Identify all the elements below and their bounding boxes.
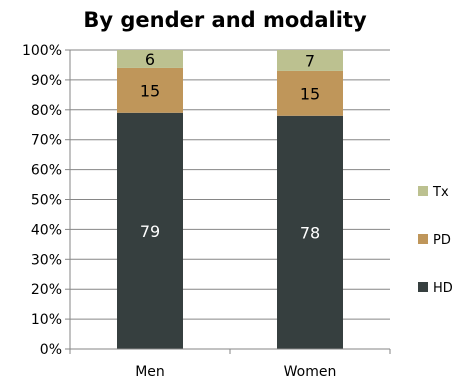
y-tick-label: 20% [31,282,62,298]
legend-label: Tx [432,185,449,200]
bar-segment-pd [277,70,343,116]
y-axis: 0% 10% 20% 30% 40% 50% 60% 70% 80% 90% 100% [22,43,71,358]
data-label: 15 [300,84,320,103]
legend-label: PD [433,233,451,248]
data-label: 79 [140,222,160,241]
y-tick-label: 50% [31,193,62,209]
chart-title: By gender and modality [83,8,367,32]
bars: 79 15 6 78 15 7 [117,50,343,349]
bar-segment-pd [117,67,183,113]
legend-swatch-hd [418,282,428,292]
data-label: 6 [145,50,155,69]
x-axis: Men Women [69,348,391,380]
legend: Tx PD HD [418,185,453,296]
bar-segment-hd [277,115,343,349]
y-tick-label: 90% [31,73,62,89]
y-tick-label: 30% [31,252,62,268]
legend-label: HD [433,281,453,296]
y-tick-label: 100% [22,43,62,59]
legend-swatch-tx [418,186,428,196]
x-tick-label: Men [135,364,165,380]
bar-segment-tx [117,50,183,68]
data-label: 15 [140,81,160,100]
data-label: 7 [305,51,315,70]
y-tick-label: 0% [40,342,62,358]
y-tick-label: 10% [31,312,62,328]
legend-swatch-pd [418,234,428,244]
y-tick-label: 70% [31,133,62,149]
y-tick-label: 80% [31,103,62,119]
x-tick-label: Women [284,364,337,380]
bar-segment-hd [117,112,183,349]
bar-segment-tx [277,50,343,71]
y-tick-label: 40% [31,222,62,238]
data-label: 78 [300,223,320,242]
y-tick-label: 60% [31,163,62,179]
